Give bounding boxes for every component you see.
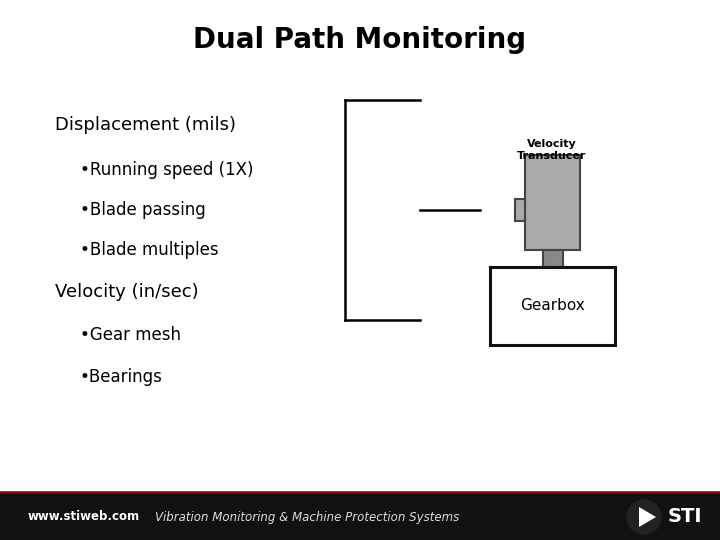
Polygon shape [639,507,656,527]
Text: www.stiweb.com: www.stiweb.com [28,510,140,523]
Text: •Blade multiples: •Blade multiples [80,241,219,259]
Text: Velocity (in/sec): Velocity (in/sec) [55,283,199,301]
Text: Displacement (mils): Displacement (mils) [55,116,236,134]
Bar [515,199,525,221]
Text: Gearbox: Gearbox [520,299,585,314]
Bar [542,250,562,268]
Text: Dual Path Monitoring: Dual Path Monitoring [194,26,526,54]
Text: •Blade passing: •Blade passing [80,201,206,219]
Bar [525,155,580,250]
Text: Vibration Monitoring & Machine Protection Systems: Vibration Monitoring & Machine Protectio… [155,510,459,523]
Bar [490,267,615,345]
Text: •Gear mesh: •Gear mesh [80,326,181,344]
Text: •Bearings: •Bearings [80,368,163,386]
Text: Velocity
Transducer: Velocity Transducer [517,139,587,161]
Bar [0,494,720,540]
Text: •Running speed (1X): •Running speed (1X) [80,161,253,179]
Text: STI: STI [668,508,703,526]
Circle shape [627,500,661,534]
